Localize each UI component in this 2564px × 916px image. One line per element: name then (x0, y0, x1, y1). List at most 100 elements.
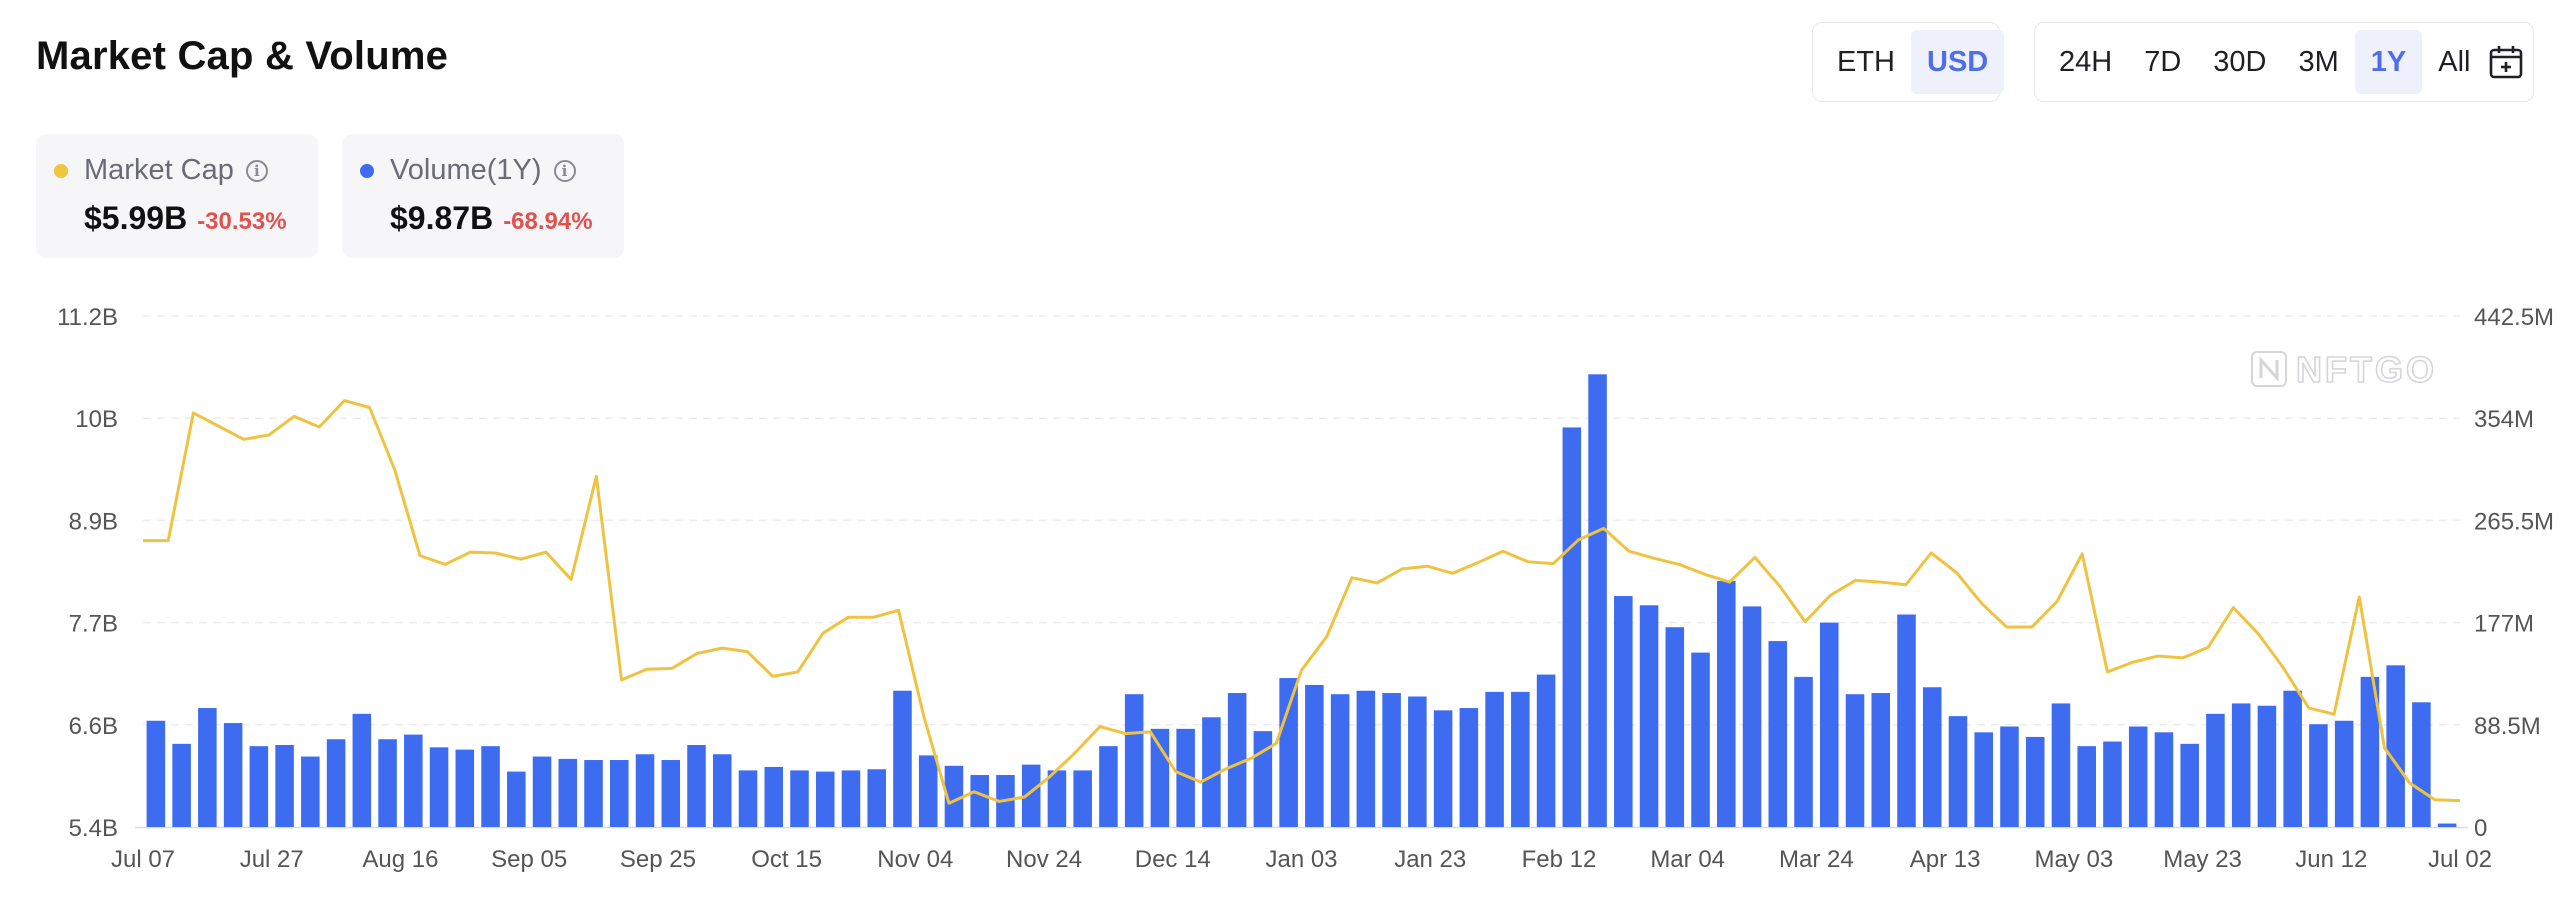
volume-bar[interactable] (2283, 690, 2302, 827)
volume-bar[interactable] (1717, 581, 1736, 827)
volume-bar[interactable] (1485, 691, 1504, 827)
volume-bar[interactable] (1922, 687, 1942, 827)
volume-bar[interactable] (404, 734, 423, 827)
volume-bar[interactable] (1871, 693, 1891, 827)
volume-bar[interactable] (764, 766, 784, 827)
volume-bar[interactable] (1408, 696, 1427, 827)
volume-bar[interactable] (790, 770, 809, 827)
volume-bar[interactable] (1382, 693, 1401, 827)
volume-bar[interactable] (2025, 736, 2045, 827)
volume-bar[interactable] (918, 755, 938, 827)
volume-bar[interactable] (1459, 708, 1479, 827)
volume-bar[interactable] (2231, 703, 2251, 827)
volume-bar[interactable] (2180, 743, 2199, 827)
volume-bar[interactable] (1227, 693, 1247, 827)
volume-bar[interactable] (2000, 726, 2019, 827)
volume-bar[interactable] (1794, 676, 1813, 827)
volume-bar[interactable] (1691, 652, 1710, 827)
volume-bar[interactable] (2334, 720, 2354, 827)
volume-bar[interactable] (893, 690, 912, 827)
volume-bar[interactable] (2360, 676, 2380, 827)
volume-bar[interactable] (815, 771, 835, 827)
volume-bar[interactable] (1356, 690, 1376, 827)
range-option-7d[interactable]: 7D (2144, 45, 2182, 78)
volume-bar[interactable] (1176, 728, 1195, 827)
volume-bar[interactable] (1536, 674, 1556, 827)
volume-bar[interactable] (275, 745, 294, 827)
calendar-plus-icon[interactable] (2487, 30, 2526, 94)
volume-bar[interactable] (146, 720, 166, 827)
volume-bar[interactable] (944, 765, 964, 827)
volume-bar[interactable] (326, 739, 346, 827)
volume-bar[interactable] (352, 713, 372, 827)
volume-bar[interactable] (481, 746, 500, 827)
volume-bar[interactable] (1974, 732, 1993, 827)
volume-bar[interactable] (172, 743, 191, 827)
volume-bar[interactable] (1253, 731, 1273, 827)
range-option-3m[interactable]: 3M (2298, 45, 2339, 78)
volume-bar[interactable] (1665, 627, 1685, 827)
volume-bar[interactable] (584, 760, 603, 827)
volume-bar[interactable] (1639, 605, 1659, 827)
volume-bar[interactable] (1047, 770, 1067, 827)
volume-bar[interactable] (867, 769, 886, 827)
volume-bar[interactable] (2206, 713, 2225, 827)
range-option-30d[interactable]: 30D (2213, 45, 2267, 78)
volume-bar[interactable] (2077, 746, 2096, 827)
volume-bar[interactable] (301, 756, 320, 827)
volume-bar[interactable] (378, 739, 397, 827)
volume-bar[interactable] (558, 758, 578, 827)
volume-bar[interactable] (687, 745, 706, 827)
volume-bar[interactable] (1305, 684, 1324, 827)
volume-bar[interactable] (712, 754, 732, 827)
volume-bar[interactable] (1021, 764, 1041, 827)
currency-option-usd[interactable]: USD (1911, 30, 2005, 94)
volume-bar[interactable] (661, 760, 681, 827)
volume-bar[interactable] (249, 746, 269, 827)
volume-bar[interactable] (2128, 726, 2148, 827)
volume-bar[interactable] (610, 760, 629, 827)
volume-bar[interactable] (1202, 717, 1221, 827)
range-option-1y[interactable]: 1Y (2354, 30, 2423, 94)
volume-bar[interactable] (841, 770, 861, 827)
volume-bar[interactable] (1845, 694, 1865, 827)
volume-bar[interactable] (507, 771, 526, 827)
volume-bar[interactable] (1433, 710, 1453, 827)
range-option-all[interactable]: All (2438, 45, 2471, 78)
volume-bar[interactable] (223, 723, 243, 827)
volume-bar[interactable] (1614, 596, 1633, 827)
market-cap-series-line[interactable] (143, 399, 2461, 805)
volume-bar[interactable] (1099, 746, 1118, 827)
volume-bar[interactable] (2412, 702, 2431, 827)
volume-bar[interactable] (1562, 427, 1582, 827)
volume-bar[interactable] (2386, 665, 2405, 827)
volume-bar[interactable] (1819, 622, 1839, 827)
volume-bar[interactable] (455, 749, 475, 827)
volume-bar[interactable] (2437, 823, 2457, 827)
volume-bar[interactable] (1073, 770, 1092, 827)
info-icon[interactable]: i (245, 159, 268, 182)
volume-bar[interactable] (198, 708, 217, 827)
volume-bar[interactable] (1124, 694, 1144, 827)
info-icon[interactable]: i (553, 159, 576, 182)
volume-bar[interactable] (2154, 732, 2174, 827)
volume-bar[interactable] (1588, 374, 1607, 827)
volume-bar[interactable] (2051, 703, 2071, 827)
volume-bar[interactable] (970, 775, 989, 827)
volume-bar[interactable] (1330, 694, 1350, 827)
currency-option-eth[interactable]: ETH (1837, 45, 1895, 78)
volume-bar[interactable] (635, 754, 655, 827)
volume-bar[interactable] (2309, 724, 2328, 827)
volume-bar[interactable] (2103, 741, 2122, 827)
volume-bar[interactable] (532, 756, 552, 827)
volume-bar[interactable] (1742, 606, 1762, 827)
volume-bar[interactable] (1897, 614, 1916, 827)
volume-bar[interactable] (1768, 641, 1788, 827)
volume-bar[interactable] (738, 770, 758, 827)
volume-bar[interactable] (1279, 678, 1298, 827)
volume-bar[interactable] (429, 747, 449, 827)
volume-bar[interactable] (1150, 728, 1170, 827)
volume-bar[interactable] (1948, 716, 1968, 827)
volume-bar[interactable] (1511, 691, 1530, 827)
volume-bar[interactable] (2257, 705, 2277, 827)
